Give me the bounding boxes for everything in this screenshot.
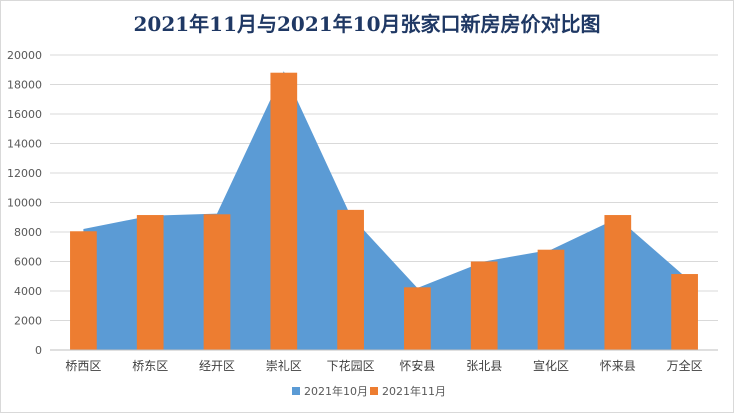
x-tick-label: 桥东区 — [132, 359, 168, 373]
y-tick-label: 2000 — [14, 315, 42, 328]
y-tick-label: 0 — [35, 344, 42, 357]
x-tick-label: 崇礼区 — [266, 358, 302, 373]
legend-swatch — [370, 387, 378, 395]
y-tick-label: 12000 — [7, 167, 42, 180]
bar-2021-11 — [136, 215, 164, 350]
x-tick-label: 宣化区 — [533, 358, 569, 373]
legend-label: 2021年11月 — [382, 384, 446, 398]
bar-2021-11 — [604, 215, 632, 350]
y-tick-label: 18000 — [7, 79, 42, 92]
legend-swatch — [292, 387, 300, 395]
y-tick-label: 16000 — [7, 108, 42, 121]
bar-2021-11 — [337, 209, 364, 350]
bar-2021-11 — [203, 214, 231, 350]
bar-2021-11 — [70, 231, 97, 350]
bar-2021-11 — [537, 249, 565, 350]
x-tick-label: 经开区 — [199, 359, 235, 373]
y-tick-label: 20000 — [7, 49, 42, 62]
y-tick-label: 14000 — [7, 138, 42, 151]
area-series-2021-10 — [83, 71, 685, 350]
x-tick-label: 桥西区 — [65, 359, 101, 373]
x-tick-label: 怀安县 — [399, 358, 435, 373]
x-tick-label: 下花园区 — [327, 358, 375, 373]
y-tick-label: 10000 — [7, 197, 42, 210]
y-tick-label: 6000 — [14, 256, 42, 269]
y-tick-label: 8000 — [14, 226, 42, 239]
x-tick-label: 怀来县 — [600, 359, 636, 373]
bar-2021-11 — [671, 274, 698, 350]
chart-title: 2021年11月与2021年10月张家口新房房价对比图 — [133, 12, 601, 36]
bar-2021-11 — [270, 72, 298, 350]
x-tick-label: 万全区 — [667, 358, 703, 373]
bar-2021-11 — [470, 261, 498, 350]
legend-label: 2021年10月 — [304, 384, 368, 398]
bar-2021-11 — [404, 287, 431, 350]
y-tick-label: 4000 — [14, 285, 42, 298]
x-tick-label: 张北县 — [466, 359, 502, 373]
